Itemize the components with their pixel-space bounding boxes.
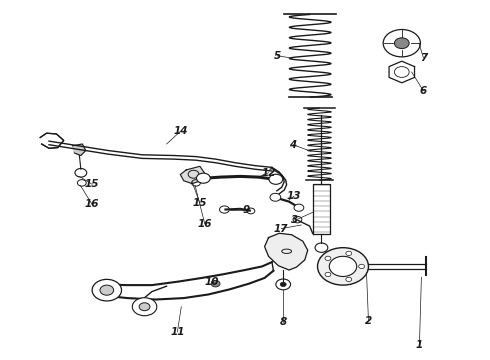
Circle shape <box>280 282 286 287</box>
Polygon shape <box>73 144 86 156</box>
Circle shape <box>346 251 352 256</box>
Text: 8: 8 <box>280 317 287 327</box>
Text: 1: 1 <box>416 340 423 350</box>
Circle shape <box>294 204 304 211</box>
Text: 2: 2 <box>365 316 372 326</box>
Circle shape <box>100 285 114 295</box>
Text: 17: 17 <box>274 224 289 234</box>
Text: 16: 16 <box>85 199 99 210</box>
Circle shape <box>196 173 210 183</box>
Text: 10: 10 <box>204 276 219 287</box>
Text: 3: 3 <box>292 215 298 225</box>
Circle shape <box>329 256 357 276</box>
Text: 5: 5 <box>274 51 281 61</box>
Text: 11: 11 <box>170 327 185 337</box>
Text: 6: 6 <box>420 86 427 96</box>
Circle shape <box>132 298 157 316</box>
Polygon shape <box>265 233 308 270</box>
Text: 15: 15 <box>85 179 99 189</box>
Circle shape <box>270 193 281 201</box>
Text: 4: 4 <box>290 140 296 150</box>
Circle shape <box>394 38 409 49</box>
Circle shape <box>325 272 331 276</box>
Circle shape <box>92 279 122 301</box>
Polygon shape <box>180 166 205 184</box>
Text: 7: 7 <box>420 53 427 63</box>
Circle shape <box>269 174 283 184</box>
Text: 12: 12 <box>261 168 276 178</box>
Circle shape <box>359 264 365 269</box>
Text: 15: 15 <box>193 198 207 208</box>
Circle shape <box>318 248 368 285</box>
Text: 13: 13 <box>287 191 301 201</box>
Text: 16: 16 <box>197 219 212 229</box>
Circle shape <box>211 280 220 287</box>
Circle shape <box>325 256 331 261</box>
Text: 9: 9 <box>243 204 249 215</box>
Circle shape <box>346 277 352 282</box>
Text: 14: 14 <box>173 126 188 136</box>
Circle shape <box>139 303 150 311</box>
Polygon shape <box>40 133 64 148</box>
